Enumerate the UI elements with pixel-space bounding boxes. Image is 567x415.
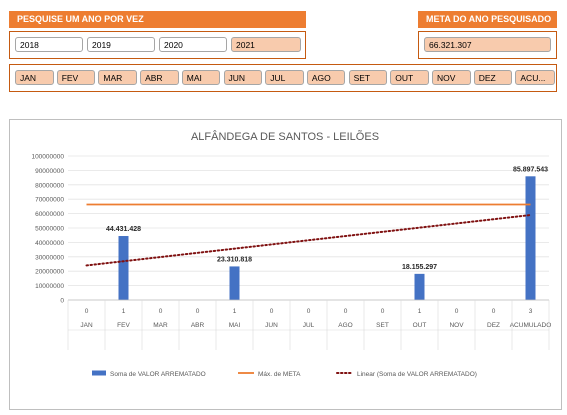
chart-title: ALFÂNDEGA DE SANTOS - LEILÕES — [191, 130, 379, 143]
meta-panel-title: META DO ANO PESQUISADO — [418, 11, 557, 28]
month-button-fev[interactable]: FEV — [56, 70, 96, 85]
month-button-mar[interactable]: MAR — [98, 70, 137, 85]
y-tick-label: 60000000 — [35, 211, 64, 218]
month-button-out[interactable]: OUT — [390, 70, 429, 85]
month-button-dez[interactable]: DEZ — [473, 70, 513, 85]
x-tick-label: JUN — [265, 322, 278, 329]
count-label: 0 — [159, 308, 163, 315]
count-label: 1 — [418, 308, 422, 315]
month-button-mai[interactable]: MAI — [181, 70, 221, 85]
count-label: 0 — [196, 308, 200, 315]
meta-value: 66.321.307 — [424, 37, 551, 52]
data-label: 18.155.297 — [402, 264, 437, 271]
year-button-2020[interactable]: 2020 — [159, 37, 227, 52]
x-tick-label: MAR — [153, 322, 168, 329]
count-label: 0 — [85, 308, 89, 315]
month-button-acu[interactable]: ACU... — [515, 70, 556, 85]
search-panel-title-text: PESQUISE UM ANO POR VEZ — [17, 14, 144, 24]
bar-out — [414, 273, 425, 300]
x-tick-label: NOV — [449, 322, 464, 329]
x-tick-label: DEZ — [487, 322, 500, 329]
month-button-jun[interactable]: JUN — [223, 70, 262, 85]
month-button-abr[interactable]: ABR — [140, 70, 179, 85]
month-button-set[interactable]: SET — [348, 70, 388, 85]
year-button-2021[interactable]: 2021 — [231, 37, 301, 52]
count-label: 0 — [307, 308, 311, 315]
month-button-jan[interactable]: JAN — [15, 70, 54, 85]
count-label: 1 — [233, 308, 237, 315]
x-tick-label: ABR — [191, 322, 205, 329]
y-tick-label: 100000000 — [31, 154, 64, 161]
legend-label-meta: Máx. de META — [258, 371, 301, 378]
y-tick-label: 0 — [60, 298, 64, 305]
y-tick-label: 20000000 — [35, 269, 64, 276]
x-tick-label: MAI — [229, 322, 241, 329]
legend-label-trend: Linear (Soma de VALOR ARREMATADO) — [357, 371, 477, 378]
month-button-ago[interactable]: AGO — [306, 70, 346, 85]
year-button-2018[interactable]: 2018 — [15, 37, 83, 52]
x-tick-label: JUL — [303, 322, 315, 329]
y-tick-label: 70000000 — [35, 197, 64, 204]
bar-mai — [229, 266, 240, 300]
x-tick-label: FEV — [117, 322, 130, 329]
y-tick-label: 90000000 — [35, 168, 64, 175]
count-label: 0 — [344, 308, 348, 315]
legend-label-bar: Soma de VALOR ARREMATADO — [110, 371, 206, 378]
count-label: 0 — [492, 308, 496, 315]
x-tick-label: OUT — [413, 322, 427, 329]
chart: ALFÂNDEGA DE SANTOS - LEILÕES 44.431.428… — [31, 130, 552, 378]
year-selector-box — [9, 31, 306, 59]
data-label: 85.897.543 — [513, 166, 548, 173]
chart-frame: ALFÂNDEGA DE SANTOS - LEILÕES 44.431.428… — [9, 119, 562, 410]
y-tick-label: 30000000 — [35, 254, 64, 261]
trend-line — [85, 214, 532, 267]
count-label: 0 — [381, 308, 385, 315]
data-label: 44.431.428 — [106, 226, 141, 233]
year-button-2019[interactable]: 2019 — [87, 37, 155, 52]
data-label: 23.310.818 — [217, 256, 252, 263]
count-label: 0 — [455, 308, 459, 315]
legend-swatch-bar — [92, 370, 106, 376]
y-tick-label: 10000000 — [35, 283, 64, 290]
month-button-jul[interactable]: JUL — [265, 70, 304, 85]
x-tick-label: JAN — [80, 322, 93, 329]
month-button-nov[interactable]: NOV — [432, 70, 471, 85]
x-tick-label: ACUMULADO — [510, 322, 552, 329]
y-tick-label: 80000000 — [35, 182, 64, 189]
x-tick-label: SET — [376, 322, 389, 329]
x-tick-label: AGO — [338, 322, 352, 329]
bar-fev — [118, 236, 129, 300]
bar-acumulado — [525, 176, 536, 300]
month-selector-box — [9, 64, 557, 92]
count-label: 0 — [270, 308, 274, 315]
y-tick-label: 50000000 — [35, 226, 64, 233]
meta-value-box — [418, 31, 557, 59]
search-panel-title: PESQUISE UM ANO POR VEZ — [9, 11, 306, 28]
count-label: 1 — [122, 308, 126, 315]
y-tick-label: 40000000 — [35, 240, 64, 247]
count-label: 3 — [529, 308, 533, 315]
meta-panel-title-text: META DO ANO PESQUISADO — [426, 14, 552, 24]
